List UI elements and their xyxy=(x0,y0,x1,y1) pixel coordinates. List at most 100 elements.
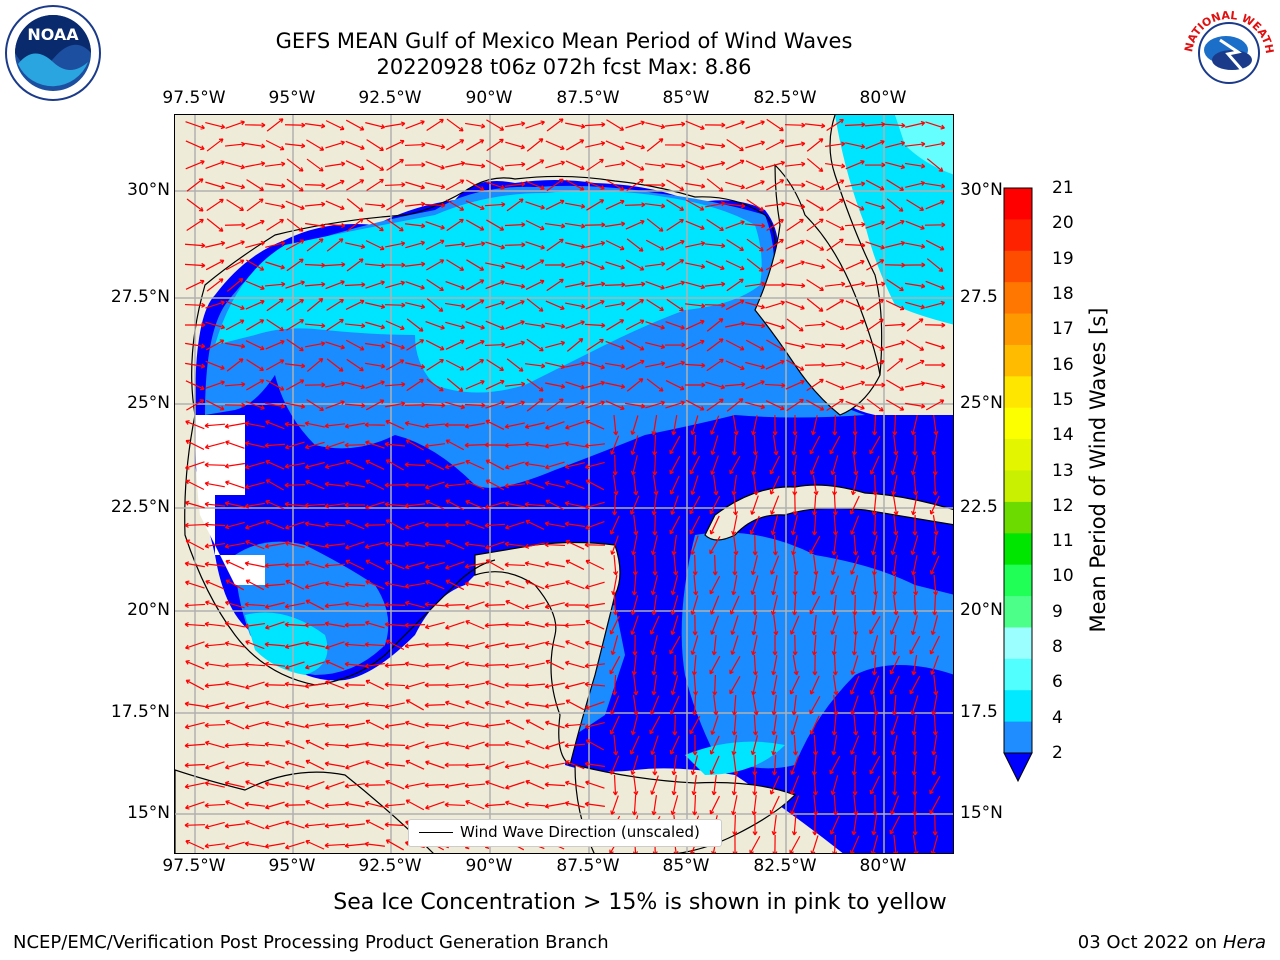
colorbar-segment xyxy=(1004,470,1032,503)
wind-wave-arrow xyxy=(424,642,446,648)
wind-wave-arrow xyxy=(445,281,465,290)
wind-wave-arrow xyxy=(671,755,677,776)
wind-wave-arrow xyxy=(585,281,606,287)
wind-wave-arrow xyxy=(585,240,606,248)
wind-wave-arrow xyxy=(365,362,386,369)
wind-wave-arrow xyxy=(871,734,878,756)
wind-wave-arrow xyxy=(245,161,266,168)
wind-wave-arrow xyxy=(610,435,620,455)
wind-wave-arrow xyxy=(925,239,945,251)
wind-wave-arrow xyxy=(790,755,800,775)
wind-wave-arrow xyxy=(446,199,465,211)
wind-wave-arrow xyxy=(564,441,585,448)
lat-tick-right: 20°N xyxy=(960,600,1003,620)
lat-tick-right: 15°N xyxy=(960,803,1003,823)
wind-wave-arrow xyxy=(206,198,224,212)
wind-wave-arrow xyxy=(830,575,840,595)
wind-wave-arrow xyxy=(306,298,324,312)
wind-wave-arrow xyxy=(385,139,405,150)
wind-wave-arrow xyxy=(345,242,366,250)
wind-wave-arrow xyxy=(750,495,759,515)
wind-wave-arrow xyxy=(845,142,866,150)
wind-wave-arrow xyxy=(225,240,245,250)
wind-wave-arrow xyxy=(585,299,605,310)
wind-wave-arrow xyxy=(733,755,739,776)
wind-wave-arrow xyxy=(786,398,804,412)
wind-wave-arrow xyxy=(904,141,926,147)
wind-wave-arrow xyxy=(871,714,878,736)
wind-wave-arrow xyxy=(284,501,306,507)
wind-wave-arrow xyxy=(844,221,866,228)
wind-wave-arrow xyxy=(889,815,901,835)
wind-wave-arrow xyxy=(224,381,246,388)
wind-wave-arrow xyxy=(826,299,845,311)
wind-wave-arrow xyxy=(725,203,746,209)
wind-wave-arrow xyxy=(709,495,721,515)
wind-wave-arrow xyxy=(585,260,605,270)
wind-wave-arrow xyxy=(612,674,618,696)
wind-wave-arrow xyxy=(185,140,205,151)
wind-wave-arrow xyxy=(850,655,859,676)
wind-wave-arrow xyxy=(264,842,285,849)
wind-wave-arrow xyxy=(830,555,839,576)
wind-wave-arrow xyxy=(565,539,585,550)
wind-wave-arrow xyxy=(806,298,824,312)
wind-wave-arrow xyxy=(665,360,686,369)
wind-wave-arrow xyxy=(426,259,445,271)
lon-tick-bottom: 87.5°W xyxy=(556,856,620,876)
wind-wave-arrow xyxy=(326,318,344,332)
wind-wave-arrow xyxy=(604,282,626,288)
wind-wave-arrow xyxy=(265,499,285,510)
wind-wave-arrow xyxy=(865,220,885,229)
wind-wave-arrow xyxy=(284,802,306,808)
wind-wave-arrow xyxy=(685,220,705,231)
wind-wave-arrow xyxy=(324,503,345,509)
wind-wave-arrow xyxy=(284,621,306,628)
wind-wave-arrow xyxy=(730,635,739,655)
wind-wave-arrow xyxy=(565,640,585,650)
wind-wave-arrow xyxy=(544,622,566,628)
wind-wave-arrow xyxy=(405,181,426,190)
wind-wave-arrow xyxy=(792,734,799,756)
wind-wave-arrow xyxy=(306,158,324,172)
wind-wave-arrow xyxy=(265,359,285,371)
colorbar-tick-label: 18 xyxy=(1052,283,1074,304)
wind-wave-arrow xyxy=(826,238,844,252)
wind-wave-arrow xyxy=(304,382,326,388)
wind-wave-arrow xyxy=(609,615,620,635)
wind-wave-arrow xyxy=(745,140,766,149)
cuba-land xyxy=(704,484,953,541)
wind-wave-arrow xyxy=(425,580,445,590)
wind-wave-arrow xyxy=(224,841,245,850)
wind-wave-arrow xyxy=(650,775,659,795)
wind-wave-arrow xyxy=(404,782,425,789)
wind-wave-arrow xyxy=(650,735,659,755)
wind-wave-arrow xyxy=(765,321,785,330)
wind-wave-arrow xyxy=(304,541,325,548)
wind-wave-arrow xyxy=(750,575,759,596)
wind-wave-arrow xyxy=(905,282,926,289)
colorbar-tick-label: 10 xyxy=(1052,566,1074,587)
wind-wave-arrow xyxy=(526,159,545,171)
wind-wave-arrow xyxy=(284,462,305,469)
wind-wave-arrow xyxy=(484,201,506,208)
wind-wave-arrow xyxy=(912,814,918,836)
wind-wave-arrow xyxy=(404,561,425,570)
wind-wave-arrow xyxy=(545,140,565,151)
wind-wave-arrow xyxy=(913,474,919,496)
wind-wave-arrow xyxy=(385,519,405,531)
wind-wave-arrow xyxy=(849,675,860,695)
wind-wave-arrow xyxy=(745,120,765,129)
wind-wave-arrow xyxy=(665,163,686,169)
wind-wave-arrow xyxy=(524,662,545,669)
wind-wave-arrow xyxy=(504,161,526,167)
wind-wave-arrow xyxy=(445,539,465,550)
wind-wave-arrow xyxy=(185,539,205,551)
wind-wave-arrow xyxy=(285,841,305,850)
wind-wave-arrow xyxy=(325,120,345,131)
colorbar-tick-label: 11 xyxy=(1052,531,1074,552)
wind-wave-arrow xyxy=(690,635,699,656)
colorbar-tick-label: 9 xyxy=(1052,601,1063,622)
wind-wave-arrow xyxy=(605,221,626,228)
wind-wave-arrow xyxy=(585,739,605,751)
